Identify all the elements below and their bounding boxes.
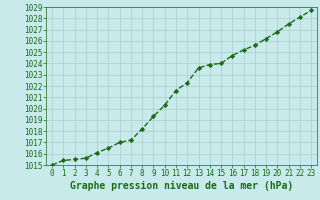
X-axis label: Graphe pression niveau de la mer (hPa): Graphe pression niveau de la mer (hPa) xyxy=(70,181,293,191)
